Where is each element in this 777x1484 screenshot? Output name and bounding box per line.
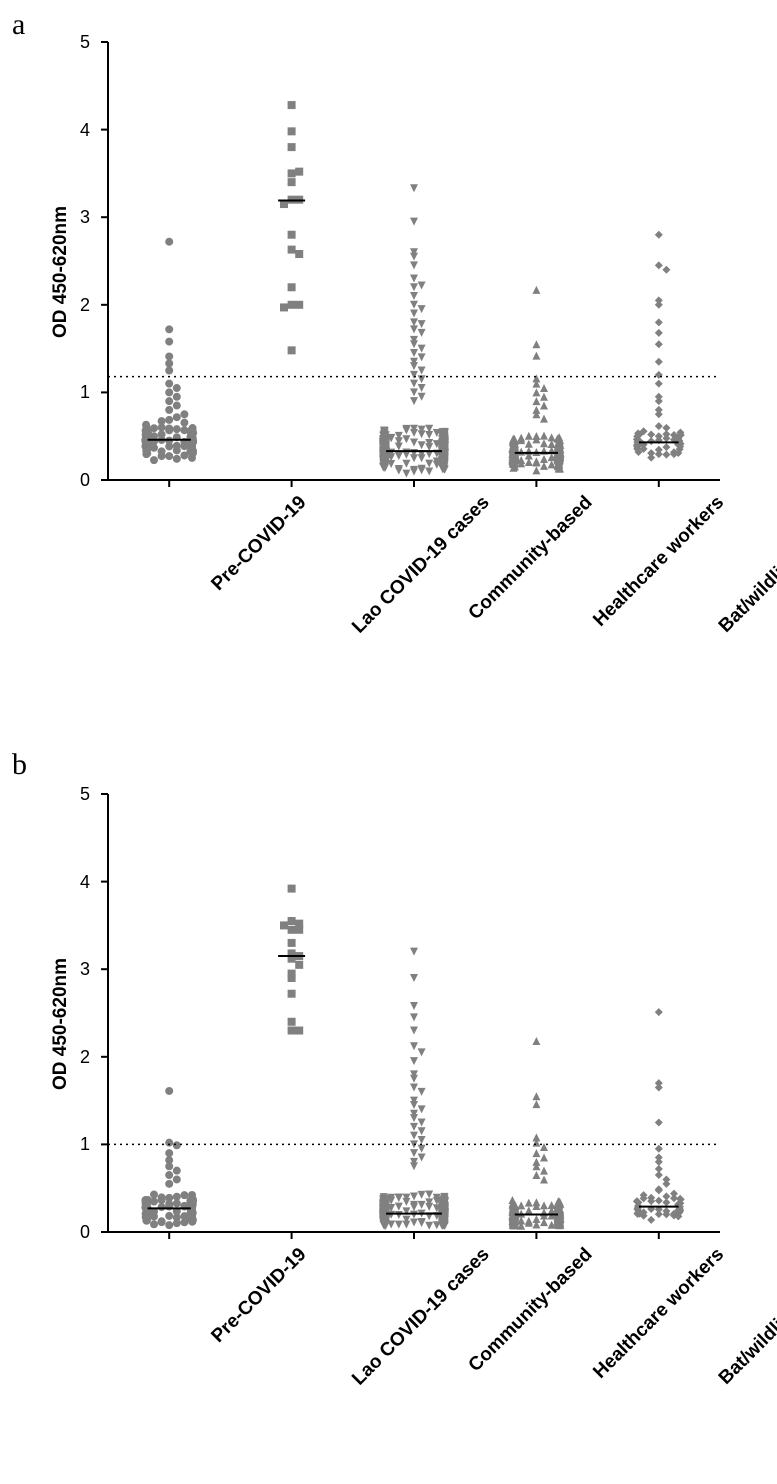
category-label: Bat/wildlife contacts xyxy=(715,492,777,637)
panel-a-ylabel: OD 450-620nm xyxy=(50,206,72,338)
series-1 xyxy=(280,885,303,1035)
ytick-label: 0 xyxy=(80,1222,90,1243)
ytick-label: 2 xyxy=(80,1047,90,1068)
panel-a-plot xyxy=(108,42,720,480)
figure: { "canvas": { "width": 777, "height": 14… xyxy=(0,0,777,1484)
ytick-label: 4 xyxy=(80,872,90,893)
series-3 xyxy=(508,1037,564,1230)
ytick-label: 5 xyxy=(80,32,90,53)
category-label: Pre-COVID-19 xyxy=(208,492,312,596)
series-0 xyxy=(141,238,197,464)
ytick-label: 1 xyxy=(80,382,90,403)
category-label: Healthcare workers xyxy=(590,492,730,632)
panel-b-ylabel: OD 450-620nm xyxy=(50,958,72,1090)
series-2 xyxy=(379,948,449,1230)
ytick-label: 2 xyxy=(80,295,90,316)
panel-a-label: a xyxy=(12,8,25,42)
series-1 xyxy=(280,101,303,354)
category-label: Healthcare workers xyxy=(590,1244,730,1384)
panel-b-label: b xyxy=(12,748,27,782)
panel-b-plot xyxy=(108,794,720,1232)
ytick-label: 0 xyxy=(80,470,90,491)
ytick-label: 1 xyxy=(80,1134,90,1155)
series-2 xyxy=(379,184,449,477)
ytick-label: 3 xyxy=(80,959,90,980)
category-label: Bat/wildlife contacts xyxy=(715,1244,777,1389)
series-4 xyxy=(633,231,685,462)
category-label: Pre-COVID-19 xyxy=(208,1244,312,1348)
ytick-label: 3 xyxy=(80,207,90,228)
series-4 xyxy=(633,1008,685,1224)
ytick-label: 5 xyxy=(80,784,90,805)
ytick-label: 4 xyxy=(80,120,90,141)
series-3 xyxy=(508,286,564,474)
